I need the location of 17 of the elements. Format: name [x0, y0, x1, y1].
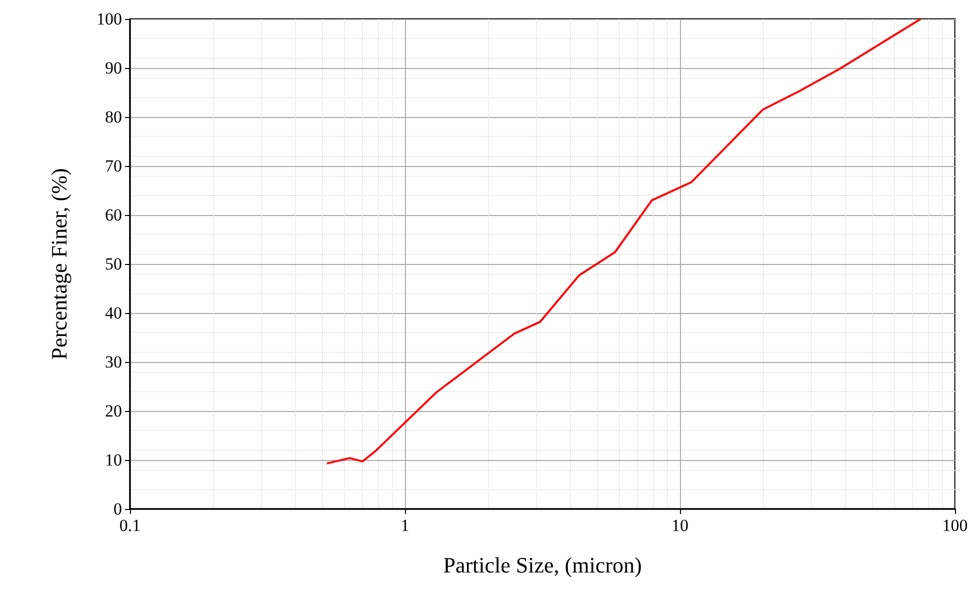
y-tick-label: 0 — [114, 500, 122, 518]
y-axis-title: Percentage Finer, (%) — [46, 168, 72, 360]
x-tick-label: 1 — [400, 516, 410, 535]
y-tick-label: 100 — [96, 10, 122, 28]
x-tick-label: 0.1 — [119, 516, 141, 535]
y-tick-label: 80 — [105, 108, 122, 126]
y-tick-label: 40 — [105, 304, 122, 322]
y-tick-label: 20 — [105, 402, 122, 420]
y-tick-label: 10 — [105, 450, 122, 470]
x-axis-title: Particle Size, (micron) — [443, 552, 642, 578]
x-tick-label: 100 — [942, 516, 968, 535]
y-tick-label: 70 — [105, 156, 122, 176]
y-tick-label: 50 — [105, 254, 122, 274]
x-tick-label: 10 — [672, 516, 688, 535]
y-tick-label: 60 — [105, 206, 122, 224]
y-tick-label: 30 — [105, 352, 122, 372]
y-tick-label: 90 — [105, 58, 122, 78]
